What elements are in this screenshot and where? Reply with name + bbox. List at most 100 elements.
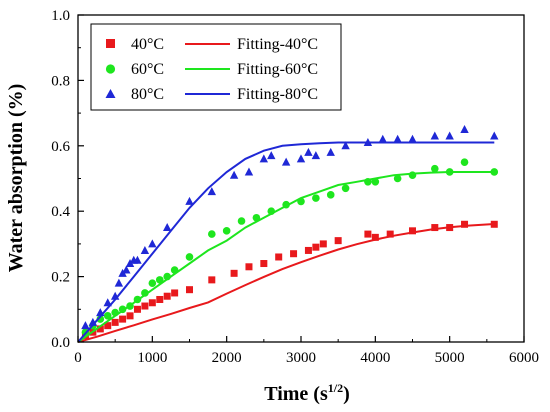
- square-marker: [461, 220, 469, 228]
- square-marker: [111, 318, 119, 326]
- triangle-marker: [110, 291, 120, 300]
- marks-layer: [77, 124, 499, 343]
- x-axis-title-main: Time (s: [264, 383, 328, 405]
- triangle-marker: [341, 141, 350, 150]
- triangle-marker: [229, 170, 239, 179]
- legend-fit-label-60: Fitting-60°C: [237, 61, 318, 78]
- y-axis: 0.0 0.2 0.4 0.6 0.8 1.0: [51, 8, 84, 351]
- square-marker: [156, 295, 164, 303]
- triangle-marker: [267, 151, 276, 160]
- x-axis-title-sup: 1/2: [328, 381, 343, 395]
- legend-row-60: 60°C Fitting-60°C: [105, 61, 318, 78]
- triangle-marker: [140, 245, 150, 254]
- triangle-marker: [490, 131, 499, 140]
- square-marker: [141, 302, 149, 310]
- square-marker: [163, 292, 171, 300]
- triangle-marker: [311, 151, 321, 160]
- circle-marker: [490, 168, 499, 176]
- square-marker: [409, 227, 416, 235]
- triangle-marker: [81, 321, 90, 330]
- circle-marker: [371, 177, 380, 186]
- triangle-marker: [259, 154, 269, 163]
- circle-marker: [118, 305, 127, 314]
- square-marker: [260, 260, 268, 268]
- square-marker: [275, 253, 283, 261]
- circle-marker: [460, 158, 469, 166]
- circle-marker: [222, 227, 231, 235]
- legend-label-60: 60°C: [131, 61, 164, 78]
- square-marker: [386, 230, 394, 238]
- triangle-marker: [133, 255, 142, 264]
- y-tick-label: 0.8: [51, 73, 70, 89]
- x-tick-label: 2000: [212, 350, 242, 366]
- circle-marker: [133, 295, 142, 304]
- legend-row-80: 80°C Fitting-80°C: [105, 86, 318, 103]
- circle-marker: [155, 276, 164, 284]
- square-marker: [208, 276, 216, 284]
- y-tick-label: 0.6: [51, 139, 70, 155]
- circle-marker: [408, 171, 417, 180]
- triangle-marker: [408, 134, 417, 143]
- circle-marker: [185, 253, 194, 261]
- triangle-marker: [393, 134, 402, 143]
- fit-line: [77, 141, 495, 343]
- square-marker: [245, 263, 253, 271]
- circle-marker: [208, 230, 216, 238]
- triangle-marker: [326, 147, 335, 156]
- circle-marker: [267, 207, 276, 215]
- circle-marker: [141, 289, 149, 297]
- square-marker: [304, 246, 312, 254]
- fit-line: [77, 223, 495, 343]
- square-marker: [490, 220, 498, 228]
- legend-label-80: 80°C: [131, 86, 164, 103]
- circle-marker: [252, 213, 261, 222]
- y-tick-label: 0.0: [51, 335, 70, 351]
- triangle-marker: [207, 187, 216, 196]
- triangle-marker: [244, 167, 254, 176]
- circle-marker: [297, 197, 305, 206]
- legend-fit-label-80: Fitting-80°C: [237, 86, 318, 103]
- square-marker: [334, 237, 342, 245]
- legend-triangle-marker-80: [105, 89, 116, 98]
- square-marker: [290, 250, 298, 258]
- x-tick-label: 4000: [360, 350, 390, 366]
- triangle-marker: [185, 196, 194, 205]
- circle-marker: [326, 191, 335, 199]
- series-40: [77, 220, 498, 343]
- circle-marker: [341, 184, 350, 193]
- triangle-marker: [281, 157, 291, 166]
- square-marker: [230, 269, 238, 277]
- triangle-marker: [103, 298, 112, 307]
- square-marker: [312, 243, 320, 251]
- circle-marker: [282, 200, 290, 209]
- circle-marker: [170, 266, 179, 274]
- x-tick-label: 6000: [509, 350, 539, 366]
- circle-marker: [364, 177, 372, 186]
- legend-row-40: 40°C Fitting-40°C: [106, 36, 318, 53]
- circle-marker: [103, 312, 112, 320]
- series-80: [77, 124, 499, 343]
- square-marker: [186, 286, 193, 294]
- square-marker: [126, 312, 134, 320]
- x-axis-title: Time (s1/2): [264, 381, 350, 405]
- x-axis-title-close: ): [343, 383, 350, 405]
- triangle-marker: [378, 134, 387, 143]
- x-tick-label: 1000: [137, 350, 167, 366]
- x-tick-label: 3000: [286, 350, 316, 366]
- triangle-marker: [114, 278, 124, 287]
- triangle-marker: [296, 154, 306, 163]
- legend: 40°C Fitting-40°C 60°C Fitting-60°C 80°C…: [90, 23, 342, 111]
- y-axis-title: Water absorption (%): [5, 84, 27, 273]
- legend-circle-marker-60: [105, 64, 116, 74]
- series-60: [77, 158, 499, 343]
- circle-marker: [312, 194, 320, 202]
- circle-marker: [431, 164, 439, 173]
- square-marker: [104, 322, 112, 330]
- x-tick-label: 5000: [435, 350, 465, 366]
- y-tick-label: 0.4: [51, 204, 70, 220]
- triangle-marker: [460, 124, 469, 133]
- x-tick-label: 0: [74, 350, 82, 366]
- circle-marker: [126, 302, 134, 310]
- legend-label-40: 40°C: [131, 36, 164, 53]
- triangle-marker: [363, 138, 373, 147]
